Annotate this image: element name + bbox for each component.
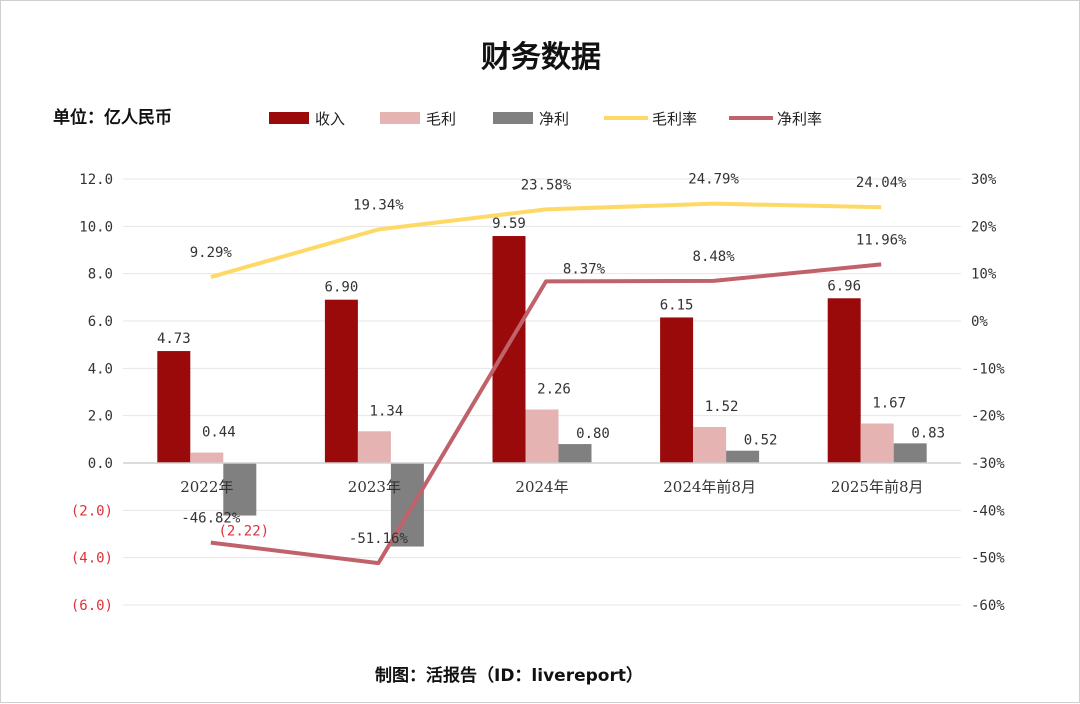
gross-profit-bar-label: 1.67: [872, 395, 906, 411]
net-profit-bar-label: 0.80: [576, 426, 610, 442]
right-tick-label: -40%: [971, 503, 1005, 519]
footer-credit: 制图：活报告（ID：livereport）: [375, 665, 643, 686]
net-profit-bar-label: (2.22): [219, 524, 270, 540]
chart-title: 财务数据: [481, 40, 601, 75]
gross-margin-line-label: 9.29%: [190, 245, 233, 261]
net-profit-bar: [558, 444, 592, 463]
revenue-bar-label: 6.15: [660, 297, 694, 313]
category-label: 2025年前8月: [831, 478, 924, 496]
legend-label: 收入: [315, 110, 345, 128]
revenue-bar-label: 6.96: [827, 278, 861, 294]
left-tick-label: 0.0: [88, 456, 113, 472]
revenue-bar: [660, 317, 694, 463]
legend-swatch: [380, 112, 420, 124]
gross-profit-bar: [190, 452, 224, 463]
net-margin-line-label: 11.96%: [856, 232, 907, 248]
left-tick-label: (4.0): [71, 551, 113, 567]
revenue-bar-label: 4.73: [157, 331, 191, 347]
left-tick-label: 6.0: [88, 314, 113, 330]
left-axis: (6.0) (4.0) (2.0) 0.0 2.0 4.0 6.0 8.0 10.0 12.0: [71, 172, 113, 614]
category-label: 2022年: [180, 478, 233, 496]
left-tick-label: 10.0: [79, 219, 113, 235]
lines: [210, 201, 882, 566]
unit-label: 单位：亿人民币: [53, 107, 172, 128]
legend-label: 毛利: [426, 110, 456, 128]
gross-profit-bar-label: 2.26: [537, 382, 571, 398]
revenue-bar: [157, 351, 191, 463]
legend-swatch: [269, 112, 309, 124]
left-tick-label: 2.0: [88, 409, 113, 425]
right-tick-label: 30%: [971, 172, 997, 188]
right-tick-label: -20%: [971, 409, 1005, 425]
gross-profit-bar-label: 1.34: [370, 403, 404, 419]
bars: [157, 236, 927, 547]
gross-profit-bar: [860, 423, 894, 463]
gross-profit-bar-label: 1.52: [705, 399, 739, 415]
gross-profit-bar: [525, 409, 559, 463]
gross-margin-line-label: 23.58%: [521, 177, 572, 193]
revenue-bar-label: 6.90: [325, 280, 359, 296]
left-tick-label: (2.0): [71, 503, 113, 519]
net-profit-bar-label: 0.83: [911, 425, 945, 441]
legend-label: 净利率: [777, 110, 822, 128]
right-tick-label: -10%: [971, 361, 1005, 377]
right-axis: -60% -50% -40% -30% -20% -10% 0% 10% 20% 30%: [971, 172, 1005, 614]
right-tick-label: -60%: [971, 598, 1005, 614]
net-profit-bar: [726, 450, 760, 463]
net-margin-line: [210, 262, 882, 566]
legend-label: 毛利率: [652, 110, 697, 128]
category-label: 2023年: [348, 478, 401, 496]
legend: 收入 毛利 净利 毛利率 净利率: [269, 110, 822, 128]
right-tick-label: -50%: [971, 551, 1005, 567]
category-labels: 2022年 2023年 2024年 2024年前8月 2025年前8月: [180, 478, 923, 496]
net-profit-bar: [893, 443, 927, 463]
revenue-bar: [827, 298, 861, 463]
net-margin-line-label: -46.82%: [181, 511, 241, 527]
category-label: 2024年: [515, 478, 568, 496]
net-profit-bar: [223, 463, 257, 516]
right-tick-label: -30%: [971, 456, 1005, 472]
gross-profit-bar: [357, 431, 391, 463]
gross-margin-line-label: 19.34%: [353, 197, 404, 213]
gross-margin-line-label: 24.79%: [688, 172, 739, 188]
category-label: 2024年前8月: [663, 478, 756, 496]
revenue-bar: [492, 236, 526, 463]
net-margin-line-label: -51.16%: [349, 531, 409, 547]
legend-swatch: [493, 112, 533, 124]
gross-profit-bar-label: 0.44: [202, 425, 236, 441]
left-tick-label: 12.0: [79, 172, 113, 188]
revenue-bar: [324, 299, 358, 463]
right-tick-label: 10%: [971, 267, 997, 283]
revenue-bar-label: 9.59: [492, 216, 526, 232]
right-tick-label: 20%: [971, 219, 997, 235]
net-margin-line-label: 8.37%: [563, 261, 606, 277]
left-tick-label: 4.0: [88, 361, 113, 377]
net-margin-line-label: 8.48%: [693, 249, 736, 265]
gross-margin-line-label: 24.04%: [856, 175, 907, 191]
left-tick-label: 8.0: [88, 267, 113, 283]
gross-profit-bar: [693, 427, 727, 463]
data-labels: 4.73 6.90 9.59 6.15 6.96 0.44 1.34 2.26 1.52 1.67…: [157, 172, 945, 547]
net-profit-bar-label: 0.52: [744, 433, 778, 449]
right-tick-label: 0%: [971, 314, 988, 330]
gross-margin-line: [210, 201, 882, 279]
legend-label: 净利: [539, 110, 569, 128]
left-tick-label: (6.0): [71, 598, 113, 614]
